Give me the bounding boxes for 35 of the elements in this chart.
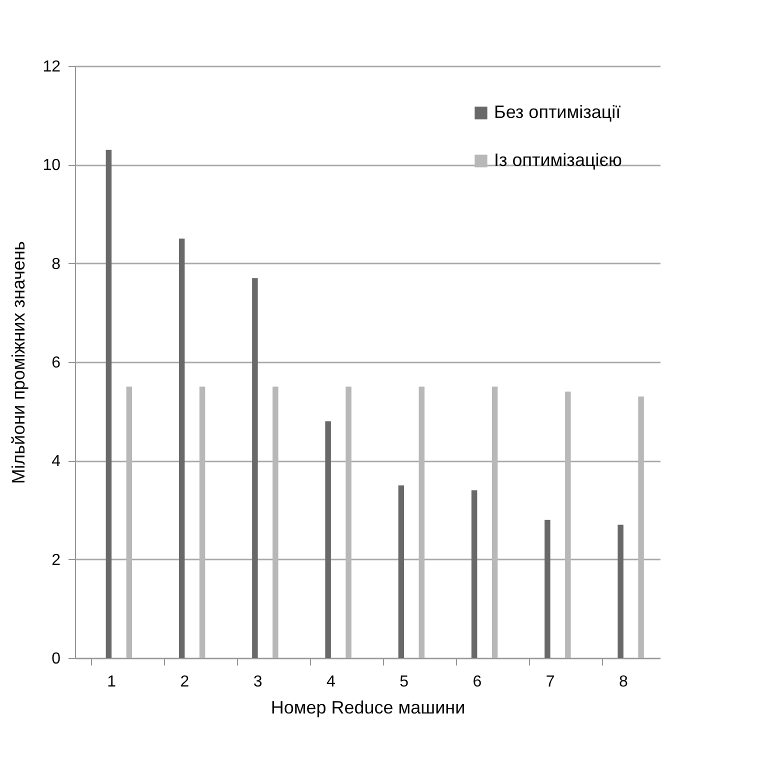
x-tick-label: 3 bbox=[253, 674, 262, 690]
x-tick-label: 8 bbox=[618, 674, 628, 690]
y-tick-label: 2 bbox=[52, 552, 61, 569]
bar bbox=[346, 386, 352, 658]
bar bbox=[106, 150, 112, 658]
bar bbox=[618, 524, 624, 658]
bar bbox=[398, 485, 404, 658]
y-tick-label: 6 bbox=[52, 354, 61, 372]
legend-label: Із оптимізацією bbox=[494, 150, 622, 170]
x-tick-label: 2 bbox=[180, 674, 190, 690]
legend-label: Без оптимізації bbox=[494, 102, 621, 122]
x-axis-title: Номер Reduce машини bbox=[270, 698, 466, 718]
x-tick-label: 4 bbox=[326, 674, 336, 690]
y-axis-title: Мільйони проміжних значень bbox=[8, 241, 29, 484]
bar bbox=[272, 386, 278, 658]
bar bbox=[126, 386, 132, 658]
y-tick-label: 8 bbox=[52, 256, 61, 273]
bar bbox=[252, 278, 258, 658]
y-tick-label: 4 bbox=[52, 453, 61, 470]
bar bbox=[418, 386, 425, 658]
bar bbox=[544, 520, 550, 658]
x-tick-label: 5 bbox=[400, 674, 409, 690]
bar bbox=[325, 421, 331, 658]
bar bbox=[199, 386, 206, 658]
x-tick-label: 6 bbox=[472, 674, 482, 690]
bar bbox=[178, 238, 185, 658]
x-tick-label: 7 bbox=[546, 674, 555, 690]
x-tick-label: 1 bbox=[107, 674, 116, 690]
bar bbox=[471, 490, 478, 658]
bar bbox=[638, 396, 644, 658]
bar bbox=[492, 386, 498, 658]
y-tick-label: 12 bbox=[42, 58, 61, 76]
bar bbox=[565, 392, 571, 658]
y-tick-label: 0 bbox=[52, 650, 61, 668]
y-tick-label: 10 bbox=[42, 157, 61, 174]
